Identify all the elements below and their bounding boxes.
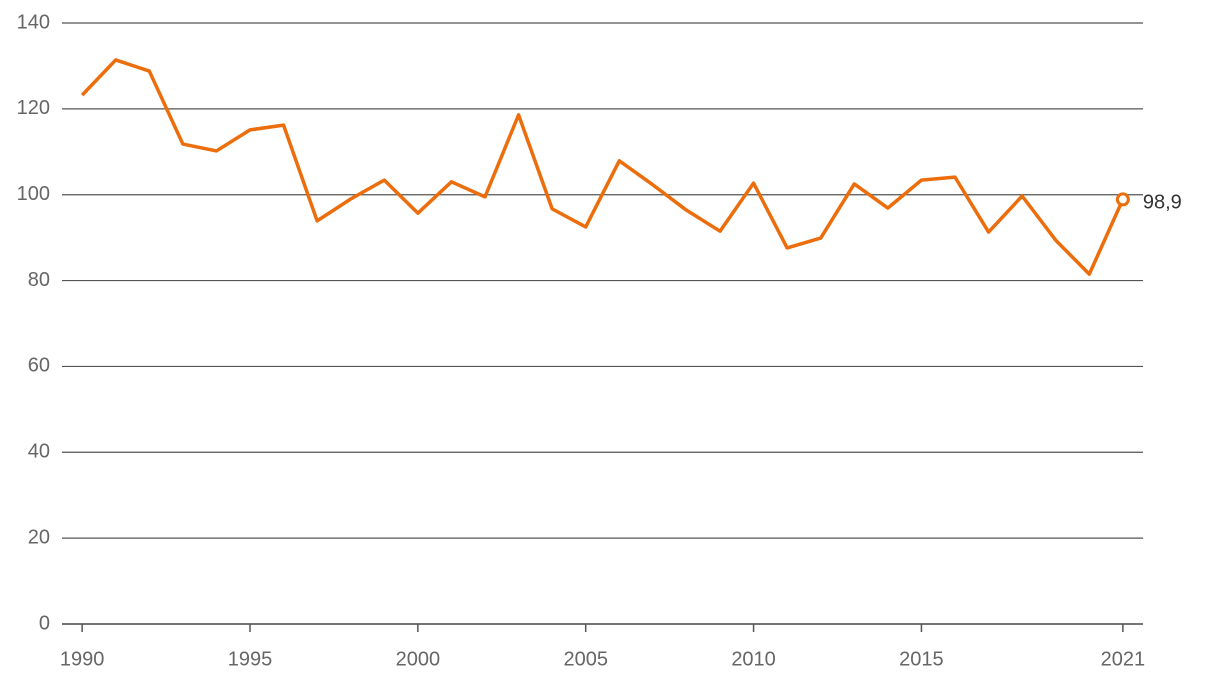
y-tick-label: 80 xyxy=(28,269,50,291)
x-tick-label: 1990 xyxy=(60,648,105,670)
end-marker xyxy=(1115,192,1130,207)
y-tick-label: 20 xyxy=(28,526,50,548)
y-tick-label: 0 xyxy=(39,612,50,634)
y-tick-label: 120 xyxy=(17,97,50,119)
y-tick-label: 100 xyxy=(17,183,50,205)
value-label: 98,9 xyxy=(1143,192,1182,214)
y-tick-label: 40 xyxy=(28,441,50,463)
y-tick-label: 60 xyxy=(28,355,50,377)
data-line xyxy=(80,58,1125,276)
x-tick-label: 2000 xyxy=(396,648,441,670)
x-tick-label: 2015 xyxy=(899,648,944,670)
x-tick-label: 2010 xyxy=(731,648,776,670)
x-tick-label: 1995 xyxy=(228,648,273,670)
x-tick-label: 2005 xyxy=(563,648,608,670)
x-tick-label: 2021 xyxy=(1101,648,1146,670)
y-tick-label: 140 xyxy=(17,11,50,33)
